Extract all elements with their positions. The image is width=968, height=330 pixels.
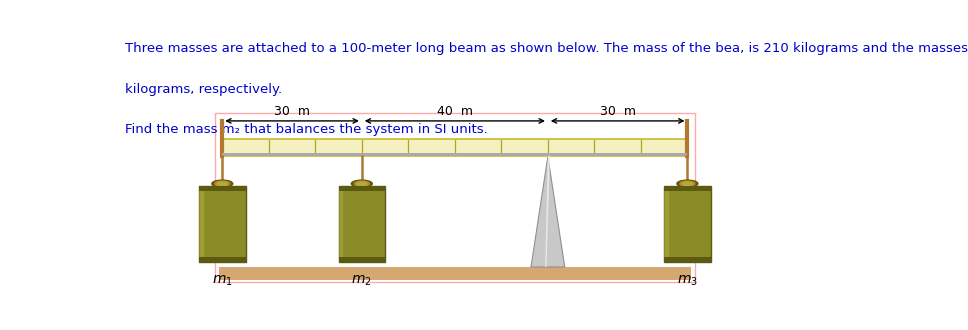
Text: 30  m: 30 m [599, 105, 636, 118]
Polygon shape [531, 156, 564, 267]
Bar [664, 186, 711, 262]
Bar [219, 267, 691, 280]
Circle shape [217, 182, 227, 185]
Bar [339, 186, 385, 262]
Circle shape [212, 180, 232, 187]
Bar [223, 153, 687, 156]
Text: $m_3$: $m_3$ [677, 273, 698, 288]
Polygon shape [545, 155, 550, 267]
Bar [339, 191, 344, 257]
Bar [199, 257, 246, 262]
Bar [199, 186, 246, 191]
Circle shape [680, 181, 695, 186]
Text: kilograms, respectively.: kilograms, respectively. [125, 83, 282, 96]
Circle shape [356, 182, 367, 185]
Bar [223, 139, 687, 156]
Bar [664, 186, 711, 191]
Bar [339, 257, 385, 262]
Circle shape [351, 180, 373, 187]
Bar [664, 257, 711, 262]
Bar [215, 113, 695, 282]
Bar [664, 191, 669, 257]
Circle shape [354, 181, 370, 186]
Circle shape [215, 181, 229, 186]
Text: $m_1$: $m_1$ [212, 273, 232, 288]
Text: Three masses are attached to a 100-meter long beam as shown below. The mass of t: Three masses are attached to a 100-meter… [125, 42, 968, 55]
Text: $m_2$: $m_2$ [351, 273, 372, 288]
Text: Find the mass m₂ that balances the system in SI units.: Find the mass m₂ that balances the syste… [125, 123, 488, 136]
Text: 30  m: 30 m [274, 105, 310, 118]
Bar [339, 186, 385, 191]
Text: 40  m: 40 m [437, 105, 472, 118]
Bar [199, 186, 246, 262]
Circle shape [677, 180, 698, 187]
Bar [199, 191, 203, 257]
Circle shape [682, 182, 693, 185]
